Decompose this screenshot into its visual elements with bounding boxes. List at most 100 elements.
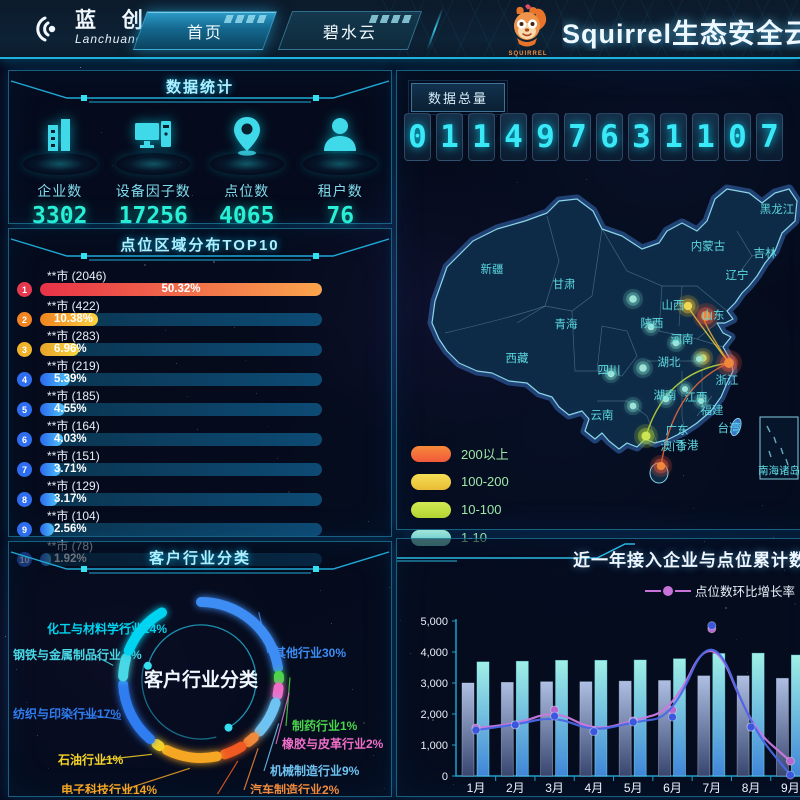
- donut-segment-汽车制造行业: 汽车制造行业2%: [243, 732, 340, 797]
- data-total-badge: 数据总量: [408, 80, 508, 115]
- province-label-香港: 香港: [676, 439, 699, 452]
- map-legend-label: 200以上: [461, 447, 509, 462]
- top10-bar-percent: 50.32%: [161, 283, 201, 295]
- top10-row-label: **市 (219): [47, 359, 100, 373]
- province-label-陕西: 陕西: [641, 316, 664, 330]
- x-tick-label: 8月: [742, 781, 761, 795]
- x-tick-label: 4月: [585, 781, 604, 795]
- squirrel-mascot-icon: SQUIRREL: [505, 4, 551, 57]
- tab-bishuiyun[interactable]: 碧水云: [277, 11, 423, 50]
- donut-center-label: 客户行业分类: [144, 668, 258, 691]
- province-label-浙江: 浙江: [716, 374, 739, 387]
- trend-header-ornament: [397, 543, 635, 562]
- stat-value: 17256: [118, 203, 188, 229]
- bar-points: [594, 659, 608, 777]
- top10-row: 6 4.03%: [17, 432, 383, 447]
- map-legend-label: 100-200: [461, 474, 509, 489]
- donut-label-其他行业: 其他行业30%: [274, 645, 346, 660]
- map-legend-label: 10-100: [461, 502, 502, 517]
- location-icon: [233, 117, 260, 156]
- top10-bar-fill: [40, 493, 58, 506]
- top10-panel-title: 点位区域分布TOP10: [120, 237, 280, 254]
- rank-badge: 1: [17, 282, 32, 297]
- stat-value: 3302: [32, 203, 88, 229]
- heat-point: [624, 397, 642, 415]
- header-bar: 蓝 创 Lanchuang 首页 碧水云 SQUIRREL Squirrel生态: [0, 0, 800, 59]
- top10-bar-fill: [40, 523, 55, 536]
- province-label-云南: 云南: [591, 408, 614, 422]
- brand-logo: 蓝 创 Lanchuang: [32, 9, 153, 47]
- stat-podium: [209, 153, 284, 175]
- total-digit: 3: [628, 113, 655, 161]
- top10-row: 7 3.71%: [17, 462, 383, 477]
- province-label-吉林: 吉林: [754, 246, 777, 260]
- province-label-河南: 河南: [671, 332, 694, 346]
- stats-panel: 数据统计 企业数 3302 设备因子数 17256 点位数 4065 租户数 76: [8, 70, 392, 229]
- trend-legend-label: 点位数环比增长率: [694, 585, 795, 599]
- top10-bar-track: 3.71%: [40, 463, 322, 476]
- province-label-山西: 山西: [662, 299, 685, 312]
- soundwave-logo-icon: [36, 16, 56, 42]
- top10-bar-track: 6.96%: [40, 343, 322, 356]
- app-title: Squirrel生态安全云平台: [562, 19, 800, 49]
- x-tick-label: 9月: [781, 781, 800, 795]
- x-tick-label: 2月: [506, 781, 525, 795]
- map-legend-item: 100-200: [411, 472, 509, 491]
- bar-points: [515, 660, 529, 777]
- donut-segment-钢铁与金属制品行业: 钢铁与金属制品行业 5%: [13, 647, 142, 682]
- heat-point: [716, 350, 742, 376]
- tab-home[interactable]: 首页: [132, 11, 278, 50]
- top10-bar-fill: [40, 283, 322, 296]
- panel-header-ornament: [10, 551, 390, 574]
- map-legend-swatch: [411, 445, 451, 462]
- line-marker: [707, 621, 717, 631]
- industry-panel: 客户行业分类 其他行业30% 制药行业1% 橡胶与皮革行业2% 机械制造行业9% 汽车制…: [8, 541, 392, 800]
- top10-bar-track: 50.32%: [40, 283, 322, 296]
- y-tick-label: 0: [442, 771, 448, 783]
- province-label-甘肃: 甘肃: [553, 278, 576, 291]
- x-tick-label: 3月: [545, 781, 564, 795]
- building-icon: [47, 119, 70, 151]
- map-legend-item: 200以上: [411, 444, 509, 463]
- industry-donut-chart: 其他行业30%制药行业1%橡胶与皮革行业2%机械制造行业9%汽车制造行业2%涂层…: [9, 576, 391, 800]
- taiwan-island: [730, 417, 742, 437]
- trend-chart: 0 1,000 2,000 3,000 4,000 5,000 1月 2月 3月 4月 5月 6月 7月…: [420, 616, 800, 795]
- province-label-四川: 四川: [598, 364, 621, 377]
- bar-points: [476, 661, 490, 777]
- trend-legend-item: 点位数环比增长率: [644, 581, 799, 600]
- top10-row-label: **市 (104): [47, 509, 100, 523]
- top10-bar-fill: [40, 463, 61, 476]
- donut-segment-橡胶与皮革行业: 橡胶与皮革行业2%: [272, 682, 384, 751]
- line-企业数环比增长率: [475, 648, 792, 776]
- top10-row-label: **市 (283): [47, 329, 100, 343]
- top10-row-label: **市 (151): [47, 449, 100, 463]
- province-label-湖北: 湖北: [658, 355, 681, 369]
- line-marker: [668, 712, 677, 722]
- heat-point: [642, 318, 660, 336]
- top10-panel: 点位区域分布TOP10 **市 (2046) 1 50.32% **市 (422) 2 1…: [8, 228, 392, 567]
- top10-bar-fill: [40, 343, 79, 356]
- top10-row: 1 50.32%: [17, 282, 383, 297]
- logo-title: 蓝 创: [75, 9, 153, 32]
- stat-label: 点位数: [224, 183, 270, 199]
- top10-bar-percent: 5.39%: [54, 373, 87, 385]
- heat-point: [602, 365, 620, 383]
- top10-row: 8 3.17%: [17, 492, 383, 507]
- tab-bishuiyun-label: 碧水云: [322, 24, 377, 42]
- map-legend-item: 10-100: [411, 500, 509, 519]
- top10-bar-fill: [40, 313, 99, 326]
- x-tick-label: 6月: [663, 781, 682, 795]
- top10-bar-track: 2.56%: [40, 523, 322, 536]
- heat-point: [633, 358, 653, 378]
- bar-enterprise: [500, 681, 514, 777]
- donut-segment-其他行业: 其他行业30%: [196, 597, 346, 673]
- total-digit: 7: [756, 113, 783, 161]
- top10-panel-header: 点位区域分布TOP10: [9, 229, 391, 263]
- industry-panel-title: 客户行业分类: [148, 550, 251, 567]
- inset-label: 南海诸岛: [758, 464, 800, 477]
- logo-subtitle: Lanchuang: [75, 32, 144, 46]
- line-marker: [746, 722, 756, 732]
- y-tick-label: 3,000: [420, 678, 448, 690]
- total-digit: 7: [564, 113, 591, 161]
- province-label-西藏: 西藏: [506, 352, 529, 365]
